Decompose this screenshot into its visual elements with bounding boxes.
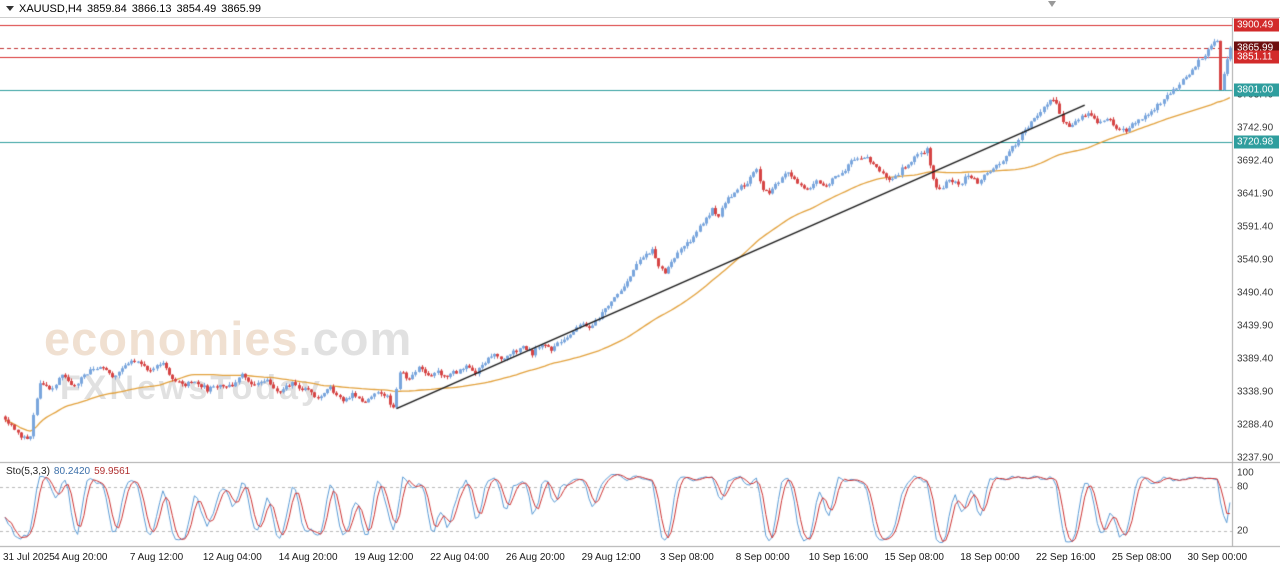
- date-axis-label: 31 Jul 2025: [3, 552, 55, 563]
- sto-axis-label: 20: [1237, 525, 1249, 537]
- price-axis-label: 3591.40: [1237, 221, 1274, 233]
- price-axis-label: 3742.90: [1237, 122, 1274, 134]
- price-badge-support-upper: 3801.00: [1234, 83, 1279, 97]
- date-axis-label: 3 Sep 08:00: [659, 552, 714, 563]
- date-axis-label: 18 Sep 00:00: [960, 552, 1020, 563]
- date-axis-label: 4 Aug 20:00: [54, 552, 108, 563]
- date-axis: 31 Jul 2025 4 Aug 20:00 7 Aug 12:00 12 Aug …: [0, 547, 1280, 567]
- ohlc-high-value: 3866.13: [131, 2, 172, 15]
- date-axis-label: 8 Sep 00:00: [735, 552, 790, 563]
- date-axis-label: 22 Sep 16:00: [1036, 552, 1096, 563]
- date-axis-label: 7 Aug 12:00: [129, 552, 184, 563]
- price-axis-label: 3338.90: [1237, 386, 1274, 398]
- date-axis-label: 12 Aug 04:00: [202, 552, 262, 563]
- date-axis-label: 29 Aug 12:00: [581, 552, 641, 563]
- price-axis-label: 3389.40: [1237, 353, 1274, 365]
- symbol-dropdown-icon[interactable]: [6, 6, 14, 11]
- ohlc-open-value: 3859.84: [86, 2, 127, 15]
- price-axis-label: 3641.90: [1237, 188, 1274, 200]
- date-axis-label: 14 Aug 20:00: [278, 552, 338, 563]
- price-badge-resistance-lower: 3851.11: [1234, 50, 1279, 64]
- sto-axis-label: 100: [1237, 467, 1254, 479]
- symbol-period-label[interactable]: XAUUSD,H4: [19, 2, 82, 15]
- sto-axis-label: 80: [1237, 481, 1249, 493]
- date-axis-label: 19 Aug 12:00: [354, 552, 414, 563]
- price-axis-label: 3288.40: [1237, 419, 1274, 431]
- chart-toolbar: XAUUSD,H4 3859.84 3866.13 3854.49 3865.9…: [0, 0, 1280, 18]
- price-axis: 3793.403742.903692.403641.903591.403540.…: [1233, 0, 1280, 567]
- date-axis-label: 10 Sep 16:00: [808, 552, 869, 563]
- ohlc-close-value: 3865.99: [221, 2, 262, 15]
- stochastic-label: Sto(5,3,3) 80.2420 59.9561: [6, 466, 130, 477]
- stochastic-k-value: 80.2420: [53, 466, 91, 477]
- price-axis-label: 3490.40: [1237, 287, 1274, 299]
- stochastic-d-value: 59.9561: [94, 466, 131, 477]
- date-axis-label: 26 Aug 20:00: [505, 552, 565, 563]
- ohlc-low-value: 3854.49: [176, 2, 217, 15]
- price-axis-label: 3692.40: [1237, 155, 1274, 167]
- scroll-position-marker-icon[interactable]: [1048, 1, 1056, 7]
- price-axis-label: 3439.90: [1237, 320, 1274, 332]
- price-badge-support-lower: 3720.98: [1234, 135, 1279, 149]
- date-axis-label: 22 Aug 04:00: [430, 552, 490, 563]
- date-axis-label: 25 Sep 08:00: [1111, 552, 1172, 563]
- price-axis-label: 3540.90: [1237, 254, 1274, 266]
- price-axis-label: 3237.90: [1237, 452, 1274, 464]
- date-axis-label: 15 Sep 08:00: [884, 552, 944, 563]
- stochastic-name: Sto(5,3,3): [6, 466, 50, 477]
- price-badge-resistance-upper: 3900.49: [1234, 18, 1279, 32]
- date-axis-label: 30 Sep 00:00: [1187, 552, 1248, 563]
